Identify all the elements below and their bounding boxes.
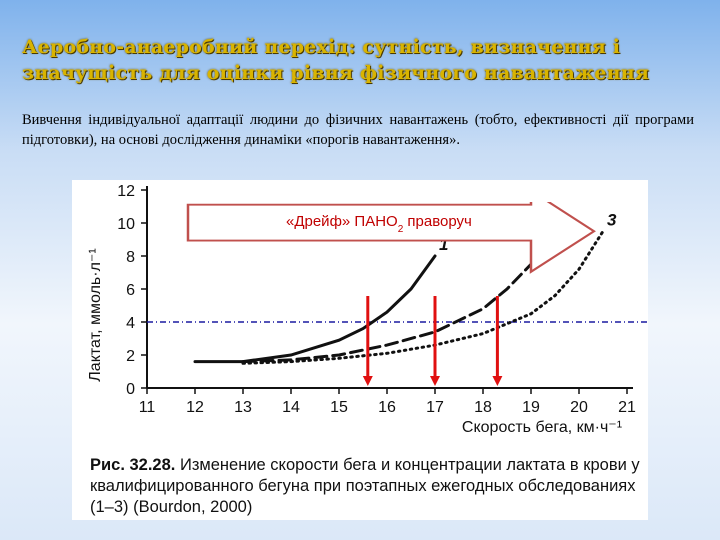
x-tick-label: 13: [234, 399, 252, 416]
y-tick-label: 2: [126, 348, 135, 365]
y-tick-label: 0: [126, 381, 135, 398]
y-axis-label: Лактат, ммоль·л⁻¹: [87, 248, 104, 381]
drift-arrow-shape: [186, 202, 596, 274]
slide-title-line1: Аеробно-анаеробний перехід: сутність, ви…: [22, 36, 621, 58]
x-tick-label: 18: [474, 399, 492, 416]
marker-arrow-head: [362, 376, 373, 386]
intro-paragraph: Вивчення індивідуальної адаптації людини…: [22, 112, 694, 148]
caption-number: Рис. 32.28.: [90, 456, 176, 474]
series-1-label: 1: [439, 235, 448, 254]
series-3-label: 3: [607, 210, 617, 229]
x-tick-label: 19: [522, 399, 540, 416]
y-tick-label: 8: [126, 249, 135, 266]
slide-title-line2: значущість для оцінки рівня фізичного на…: [22, 62, 650, 84]
x-tick-label: 14: [282, 399, 300, 416]
slide-title: Аеробно-анаеробний перехід: сутність, ви…: [22, 34, 702, 86]
x-tick-label: 11: [139, 399, 156, 416]
y-tick-label: 4: [126, 315, 135, 332]
x-tick-label: 20: [570, 399, 588, 416]
x-tick-label: 16: [378, 399, 396, 416]
caption-text: Изменение скорости бега и концентрации л…: [90, 456, 640, 516]
threshold-markers: [362, 296, 503, 386]
y-tick-label: 6: [126, 282, 135, 299]
drift-arrow: «Дрейф» ПАНО2 праворуч: [186, 202, 596, 274]
marker-arrow-head: [430, 376, 440, 386]
x-tick-label: 17: [426, 399, 444, 416]
figure-caption: Рис. 32.28. Изменение скорости бега и ко…: [90, 455, 642, 518]
series-3-line: [241, 229, 605, 365]
x-tick-label: 21: [618, 399, 636, 416]
x-tick-label: 12: [186, 399, 204, 416]
drift-arrow-label: «Дрейф» ПАНО2 праворуч: [286, 213, 472, 235]
y-tick-label: 12: [117, 183, 135, 200]
series-2-line: [241, 229, 557, 364]
x-tick-label: 15: [330, 399, 348, 416]
x-axis-label: Скорость бега, км·ч⁻¹: [462, 419, 622, 436]
marker-arrow-head: [492, 376, 503, 386]
y-tick-label: 10: [117, 216, 135, 233]
